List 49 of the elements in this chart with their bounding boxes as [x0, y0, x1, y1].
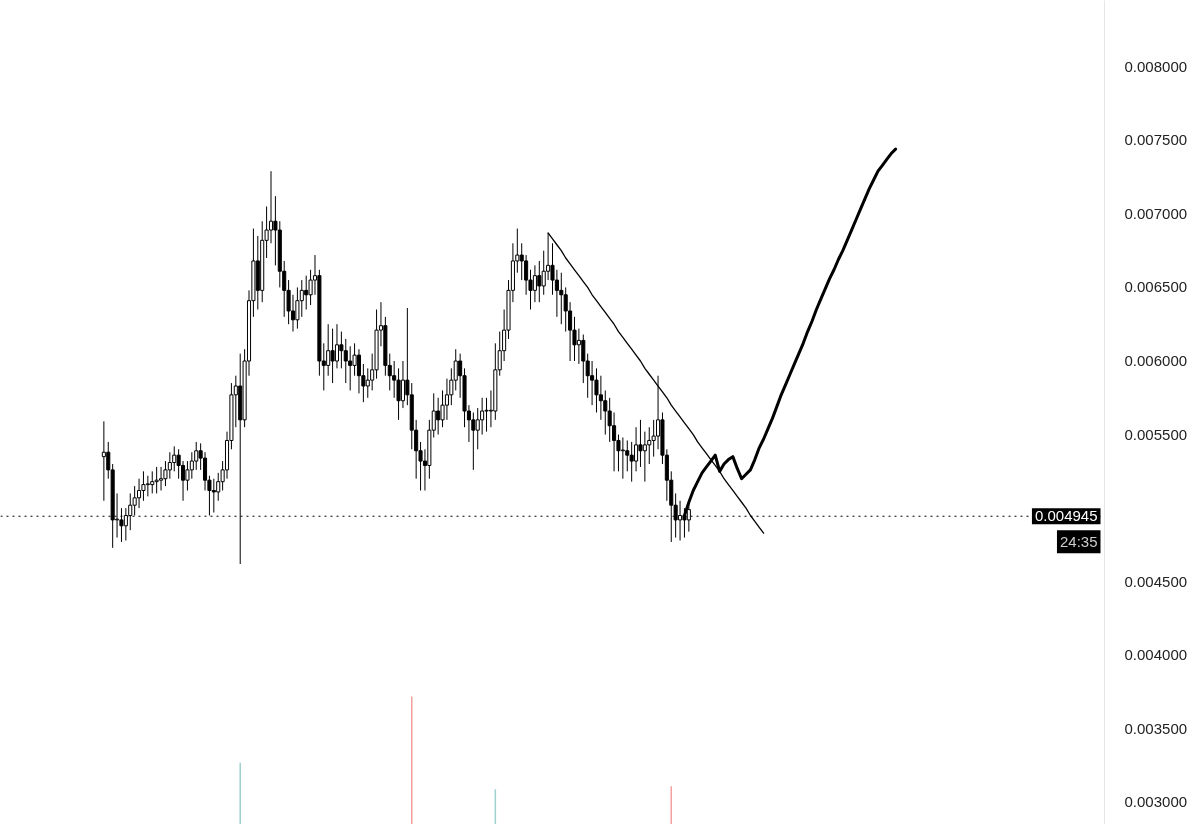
- candlestick: [524, 254, 529, 296]
- annotation: 24:35: [1059, 533, 1098, 551]
- candlestick: [559, 272, 564, 325]
- y-tick-label: 0.003500: [1124, 719, 1188, 737]
- candlestick: [101, 420, 106, 502]
- candlestick: [154, 466, 159, 494]
- candlestick: [436, 397, 441, 436]
- candlestick: [480, 397, 485, 436]
- candlestick: [365, 367, 370, 399]
- y-tick-label: 0.003000: [1124, 793, 1188, 811]
- y-tick-label: 0.007500: [1124, 131, 1188, 149]
- candlestick: [356, 348, 362, 394]
- candlestick: [326, 323, 331, 377]
- candlestick: [629, 441, 634, 483]
- candlestick: [638, 419, 643, 468]
- y-tick-label: 0.005500: [1124, 425, 1188, 443]
- candlestick: [216, 472, 221, 502]
- candlestick: [620, 437, 625, 480]
- candlestick: [532, 264, 537, 303]
- candlestick: [172, 445, 177, 472]
- candlestick: [211, 478, 216, 514]
- candlestick: [145, 475, 150, 497]
- candlestick: [290, 294, 296, 333]
- candlestick: [642, 431, 647, 483]
- candlestick: [202, 451, 208, 491]
- candlestick: [268, 170, 274, 244]
- y-tick-label: 0.004500: [1124, 572, 1188, 590]
- candlestick: [299, 279, 304, 318]
- y-tick-label: 0.007000: [1124, 204, 1188, 222]
- candlestick: [343, 338, 348, 384]
- candlestick: [392, 360, 397, 399]
- candlestick: [598, 375, 603, 421]
- candlestick: [150, 470, 155, 494]
- y-tick-label: 0.008000: [1124, 57, 1188, 75]
- candlestick: [576, 328, 581, 365]
- y-tick-label: 0.006000: [1124, 352, 1188, 369]
- y-tick-label: 0.004000: [1124, 646, 1188, 664]
- candlestick: [167, 451, 172, 480]
- candlestick: [194, 441, 199, 471]
- candlestick: [304, 275, 309, 310]
- candlestick: [334, 323, 340, 369]
- candlestick: [537, 260, 542, 303]
- ref-line-label: 0.004945: [1034, 507, 1098, 525]
- candlestick: [484, 397, 489, 433]
- candlestick: [189, 451, 194, 480]
- candlestick: [348, 345, 353, 391]
- candlestick: [554, 269, 559, 318]
- y-tick-label: 0.006500: [1124, 278, 1188, 296]
- candlestick: [330, 328, 335, 384]
